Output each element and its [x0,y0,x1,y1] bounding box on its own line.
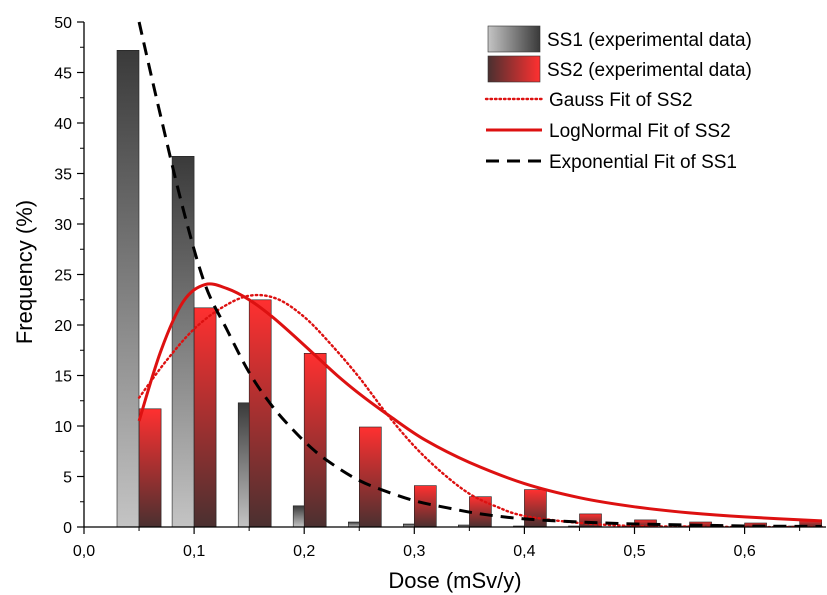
line-dotted [137,293,823,527]
y-tick-label: 20 [54,318,72,335]
y-tick-label: 50 [54,15,72,32]
x-ticks: 0,0 0,1 0,2 0,3 0,4 0,5 0,6 [73,527,801,560]
y-tick-label: 10 [54,419,72,436]
y-tick-label: 30 [54,217,72,234]
x-tick-label: 0,3 [403,543,425,560]
bar-ss1 [116,49,140,527]
fit-lines [137,21,823,527]
bar-ss2 [193,307,217,527]
bars [116,49,823,527]
x-tick-label: 0,4 [513,543,535,560]
y-tick-label: 35 [54,167,72,184]
line-dashed [137,21,822,527]
x-tick-label: 0,6 [733,543,755,560]
line-solid [137,282,822,523]
y-tick-label: 5 [63,470,72,487]
bar-ss2 [303,352,327,527]
y-tick-label: 15 [54,369,72,386]
y-tick-label: 25 [54,268,72,285]
legend-swatch-ss2 [487,55,541,83]
x-tick-label: 0,5 [623,543,645,560]
bar-ss2 [358,426,382,527]
y-axis-title: Frequency (%) [12,200,37,344]
bar-ss2 [248,299,272,527]
x-tick-label: 0,0 [73,543,95,560]
legend-label-gauss: Gauss Fit of SS2 [549,90,693,111]
legend-label-ss2: SS2 (experimental data) [547,60,752,81]
y-ticks: 0 5 10 15 20 25 30 35 40 45 50 [54,15,84,537]
legend: SS1 (experimental data) SS2 (experimenta… [484,25,752,173]
bar-ss2 [413,485,437,527]
x-tick-label: 0,1 [183,543,205,560]
x-tick-label: 0,2 [293,543,315,560]
bar-ss2 [469,496,492,527]
x-axis-title: Dose (mSv/y) [388,568,521,593]
legend-label-lognormal: LogNormal Fit of SS2 [549,121,731,142]
y-tick-label: 40 [54,116,72,133]
y-tick-label: 0 [63,520,72,537]
bar-ss2 [138,408,162,527]
legend-label-exponential: Exponential Fit of SS1 [549,152,737,173]
legend-label-ss1: SS1 (experimental data) [547,30,752,51]
y-tick-label: 45 [54,66,72,83]
legend-swatch-ss1 [487,25,541,53]
